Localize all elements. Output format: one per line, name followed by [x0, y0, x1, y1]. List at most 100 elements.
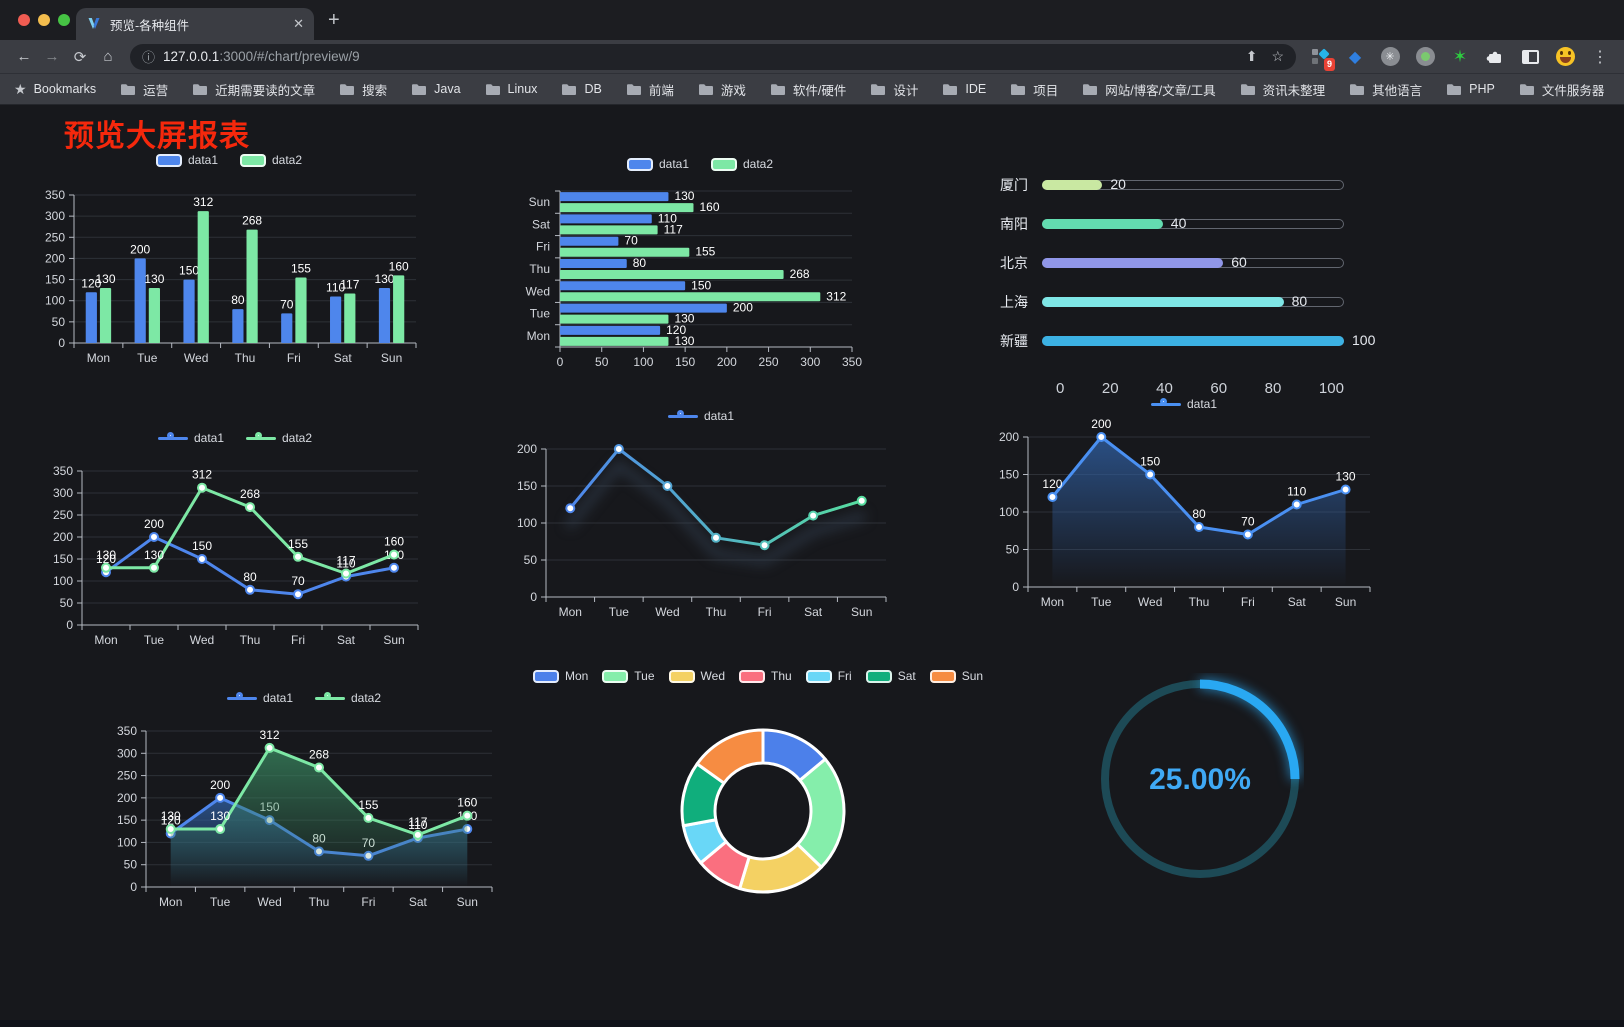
- site-info-icon[interactable]: ⓘ: [142, 50, 156, 65]
- legend-line-marker: [246, 431, 276, 445]
- progress-fill: [1042, 335, 1344, 346]
- svg-text:Mon: Mon: [87, 351, 110, 365]
- new-tab-button[interactable]: +: [328, 9, 340, 31]
- reload-icon[interactable]: ⟳: [73, 48, 87, 66]
- legend-item[interactable]: data2: [246, 431, 312, 445]
- legend-item[interactable]: data2: [240, 153, 302, 167]
- back-icon[interactable]: ←: [16, 48, 32, 65]
- progress-row: 北京 60: [980, 243, 1392, 282]
- extension-icon-squares[interactable]: 9: [1306, 44, 1335, 71]
- bookmark-folder[interactable]: 设计: [870, 80, 918, 99]
- svg-text:300: 300: [53, 486, 73, 500]
- svg-text:268: 268: [240, 487, 260, 501]
- legend-item[interactable]: Thu: [739, 669, 792, 683]
- profile-avatar-icon[interactable]: [1551, 44, 1579, 70]
- legend-item[interactable]: data2: [315, 691, 381, 705]
- svg-text:50: 50: [60, 596, 74, 610]
- legend-item[interactable]: data1: [226, 691, 293, 705]
- legend-item[interactable]: Tue: [602, 669, 655, 683]
- svg-text:Sun: Sun: [381, 351, 402, 365]
- legend-item[interactable]: Sat: [865, 669, 916, 683]
- svg-text:Tue: Tue: [530, 307, 551, 321]
- legend-item[interactable]: Mon: [532, 669, 588, 683]
- bookmark-folder[interactable]: 项目: [1010, 80, 1058, 99]
- svg-text:200: 200: [717, 355, 737, 369]
- bookmark-folder[interactable]: 搜索: [339, 80, 387, 99]
- extension-icon-green-dot[interactable]: [1411, 44, 1439, 70]
- svg-text:Thu: Thu: [235, 351, 256, 365]
- folder-icon: [1011, 83, 1026, 95]
- side-panel-icon[interactable]: [1516, 44, 1544, 70]
- svg-text:Sat: Sat: [334, 351, 353, 365]
- bookmark-folder[interactable]: 游戏: [698, 80, 746, 99]
- window-zoom-button[interactable]: [58, 14, 70, 26]
- window-minimize-button[interactable]: [38, 14, 50, 26]
- progress-value: 60: [1231, 253, 1247, 270]
- svg-text:130: 130: [144, 548, 164, 562]
- browser-tab[interactable]: 预览-各种组件 ✕: [76, 8, 314, 40]
- progress-value: 80: [1291, 292, 1308, 309]
- bookmark-folder[interactable]: Linux: [485, 80, 537, 99]
- svg-text:150: 150: [675, 355, 695, 369]
- bookmark-folder[interactable]: 近期需要读的文章: [192, 80, 315, 99]
- forward-icon[interactable]: →: [44, 48, 60, 65]
- folder-icon: [871, 83, 886, 95]
- bookmark-folder[interactable]: 资讯未整理: [1240, 80, 1325, 99]
- svg-text:Fri: Fri: [287, 351, 301, 365]
- bookmark-folder[interactable]: 前端: [626, 80, 674, 99]
- bookmarks-label: Bookmarks: [33, 82, 97, 96]
- svg-text:Tue: Tue: [1091, 595, 1112, 609]
- browser-menu-icon[interactable]: ⋮: [1592, 48, 1608, 66]
- svg-text:150: 150: [192, 539, 212, 553]
- legend-item[interactable]: data1: [157, 431, 224, 445]
- legend-item[interactable]: data2: [711, 157, 773, 171]
- bookmark-folder[interactable]: DB: [561, 80, 602, 99]
- tab-favicon-icon: [88, 18, 100, 29]
- legend-item[interactable]: data1: [155, 153, 218, 167]
- bookmark-folder[interactable]: 软件/硬件: [770, 80, 846, 99]
- svg-text:117: 117: [408, 815, 427, 829]
- browser-toolbar: ← → ⟳ ⌂ ⓘ 127.0.0.1:3000/#/chart/preview…: [0, 40, 1624, 73]
- progress-row: 南阳 40: [980, 204, 1392, 243]
- share-icon[interactable]: ⬆: [1245, 48, 1258, 64]
- legend-item[interactable]: data1: [1150, 397, 1217, 411]
- bookmark-folder[interactable]: Java: [411, 80, 461, 99]
- bookmark-folder[interactable]: 运营: [120, 80, 168, 99]
- extension-icon-asterisk[interactable]: ✳: [1376, 44, 1404, 70]
- legend-item[interactable]: data1: [626, 157, 689, 171]
- svg-text:250: 250: [45, 230, 65, 244]
- page-title: 预览大屏报表: [64, 120, 250, 153]
- window-close-button[interactable]: [18, 14, 30, 26]
- address-bar[interactable]: ⓘ 127.0.0.1:3000/#/chart/preview/9 ⬆ ☆: [130, 43, 1296, 70]
- svg-text:50: 50: [1006, 543, 1020, 557]
- legend-item[interactable]: Fri: [805, 669, 852, 683]
- legend-item[interactable]: data1: [667, 409, 734, 423]
- svg-text:Fri: Fri: [536, 240, 550, 254]
- folder-icon: [1240, 83, 1255, 95]
- multi-line-chart: data1 data2 0 50 100 150 200 250 300 350 Mon Tue Wed…: [36, 423, 434, 655]
- bookmark-folder[interactable]: 文件服务器: [1519, 80, 1604, 99]
- bookmarks-manager[interactable]: ★ Bookmarks: [14, 81, 96, 98]
- svg-text:80: 80: [231, 293, 245, 307]
- bookmark-folder[interactable]: 其他语言: [1349, 80, 1422, 99]
- svg-text:80: 80: [1192, 507, 1206, 521]
- extensions-puzzle-icon[interactable]: [1481, 44, 1509, 70]
- tab-close-icon[interactable]: ✕: [293, 16, 304, 31]
- svg-text:200: 200: [1091, 419, 1111, 431]
- svg-text:300: 300: [800, 355, 820, 369]
- svg-text:200: 200: [53, 530, 73, 544]
- svg-text:Tue: Tue: [144, 633, 165, 647]
- bookmark-folder[interactable]: IDE: [942, 80, 986, 99]
- bookmark-folder[interactable]: 网站/博客/文章/工具: [1082, 80, 1216, 99]
- home-icon[interactable]: ⌂: [103, 48, 113, 65]
- bookmark-folder[interactable]: PHP: [1446, 80, 1495, 99]
- extension-icon-star[interactable]: ✶: [1452, 46, 1468, 66]
- legend-item[interactable]: Sun: [929, 669, 983, 683]
- svg-text:150: 150: [45, 273, 65, 287]
- extension-icon-gem[interactable]: ◆: [1348, 48, 1362, 66]
- legend-item[interactable]: Wed: [668, 669, 725, 683]
- bookmark-star-icon[interactable]: ☆: [1271, 48, 1284, 64]
- svg-text:110: 110: [326, 280, 345, 294]
- svg-text:120: 120: [666, 323, 686, 337]
- svg-text:268: 268: [790, 267, 810, 281]
